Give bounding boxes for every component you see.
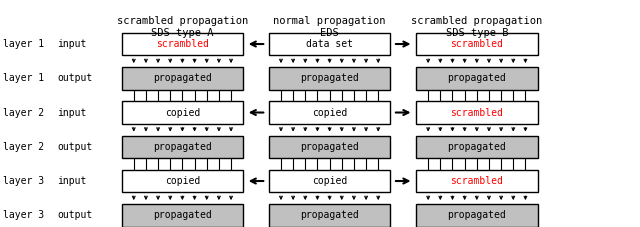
Bar bbox=[122, 170, 243, 192]
Text: layer 1: layer 1 bbox=[3, 39, 44, 49]
Text: layer 2: layer 2 bbox=[3, 108, 44, 118]
Text: copied: copied bbox=[312, 176, 348, 186]
Bar bbox=[269, 101, 390, 124]
Text: propagated: propagated bbox=[300, 210, 359, 220]
Text: propagated: propagated bbox=[447, 142, 506, 152]
Bar bbox=[122, 67, 243, 89]
Bar bbox=[416, 67, 538, 89]
Text: scrambled: scrambled bbox=[451, 108, 503, 118]
Bar bbox=[122, 33, 243, 55]
Bar bbox=[269, 67, 390, 89]
Bar bbox=[122, 101, 243, 124]
Text: data set: data set bbox=[306, 39, 353, 49]
Text: layer 1: layer 1 bbox=[3, 73, 44, 83]
Text: scrambled: scrambled bbox=[451, 176, 503, 186]
Text: propagated: propagated bbox=[300, 142, 359, 152]
Bar bbox=[416, 170, 538, 192]
Text: copied: copied bbox=[164, 108, 200, 118]
Text: normal propagation
EDS: normal propagation EDS bbox=[273, 16, 386, 38]
Text: copied: copied bbox=[164, 176, 200, 186]
Text: input: input bbox=[58, 108, 87, 118]
Text: propagated: propagated bbox=[153, 142, 212, 152]
Text: scrambled: scrambled bbox=[156, 39, 209, 49]
Text: propagated: propagated bbox=[300, 73, 359, 83]
Text: propagated: propagated bbox=[153, 73, 212, 83]
Bar bbox=[122, 136, 243, 158]
Text: copied: copied bbox=[312, 108, 348, 118]
Text: scrambled propagation
SDS type B: scrambled propagation SDS type B bbox=[411, 16, 543, 38]
Bar bbox=[269, 136, 390, 158]
Bar bbox=[122, 204, 243, 227]
Text: output: output bbox=[58, 142, 93, 152]
Bar bbox=[269, 204, 390, 227]
Text: propagated: propagated bbox=[153, 210, 212, 220]
Bar bbox=[269, 170, 390, 192]
Text: input: input bbox=[58, 39, 87, 49]
Text: propagated: propagated bbox=[447, 73, 506, 83]
Bar bbox=[416, 136, 538, 158]
Text: layer 2: layer 2 bbox=[3, 142, 44, 152]
Text: layer 3: layer 3 bbox=[3, 176, 44, 186]
Text: propagated: propagated bbox=[447, 210, 506, 220]
Bar bbox=[416, 101, 538, 124]
Text: layer 3: layer 3 bbox=[3, 210, 44, 220]
Text: input: input bbox=[58, 176, 87, 186]
Text: scrambled propagation
SDS type A: scrambled propagation SDS type A bbox=[116, 16, 248, 38]
Bar bbox=[416, 33, 538, 55]
Text: output: output bbox=[58, 73, 93, 83]
Bar bbox=[269, 33, 390, 55]
Text: output: output bbox=[58, 210, 93, 220]
Text: scrambled: scrambled bbox=[451, 39, 503, 49]
Bar bbox=[416, 204, 538, 227]
